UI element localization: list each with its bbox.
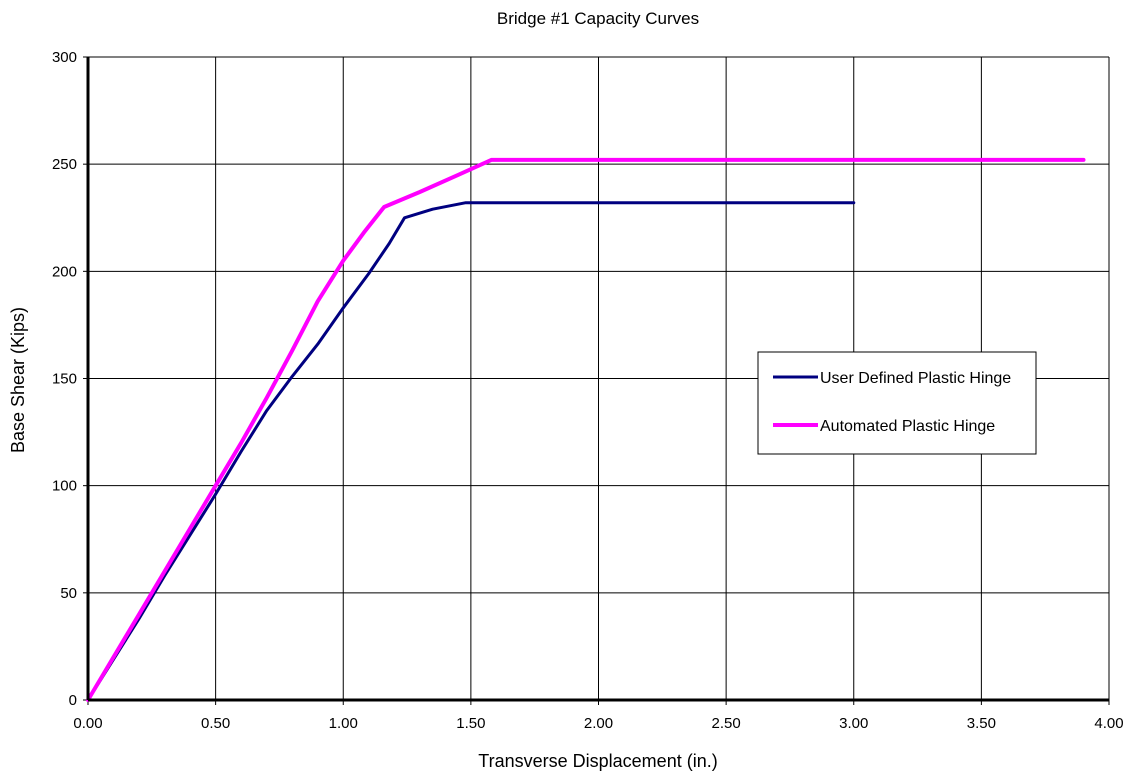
x-tick-labels: 0.00 0.50 1.00 1.50 2.00 2.50 3.00 3.50 4.00 xyxy=(73,700,1124,732)
y-tick-label: 0 xyxy=(69,692,77,709)
x-axis-title: Transverse Displacement (in.) xyxy=(478,751,717,771)
x-tick-label: 2.50 xyxy=(712,715,741,732)
y-axis-title: Base Shear (Kips) xyxy=(8,307,28,453)
y-tick-labels: 0 50 100 150 200 250 300 xyxy=(52,49,88,709)
legend-label-user-defined: User Defined Plastic Hinge xyxy=(820,370,1011,387)
series-line-user-defined-plastic-hinge xyxy=(86,201,856,702)
x-tick-label: 3.50 xyxy=(967,715,996,732)
y-tick-label: 200 xyxy=(52,263,77,280)
y-tick-label: 250 xyxy=(52,156,77,173)
legend-label-automated: Automated Plastic Hinge xyxy=(820,418,995,435)
y-tick-label: 50 xyxy=(60,585,77,602)
x-tick-label: 0.00 xyxy=(73,715,102,732)
x-tick-label: 3.00 xyxy=(839,715,868,732)
series-lines xyxy=(86,157,1086,702)
series-line-automated-plastic-hinge xyxy=(86,157,1086,702)
legend: User Defined Plastic Hinge Automated Pla… xyxy=(757,351,1037,455)
legend-box xyxy=(757,351,1037,455)
y-tick-label: 300 xyxy=(52,49,77,66)
y-tick-label: 100 xyxy=(52,478,77,495)
chart-title: Bridge #1 Capacity Curves xyxy=(497,9,699,28)
x-tick-label: 0.50 xyxy=(201,715,230,732)
y-tick-label: 150 xyxy=(52,371,77,388)
x-tick-label: 2.00 xyxy=(584,715,613,732)
x-tick-label: 1.50 xyxy=(456,715,485,732)
x-tick-label: 1.00 xyxy=(329,715,358,732)
x-tick-label: 4.00 xyxy=(1094,715,1123,732)
